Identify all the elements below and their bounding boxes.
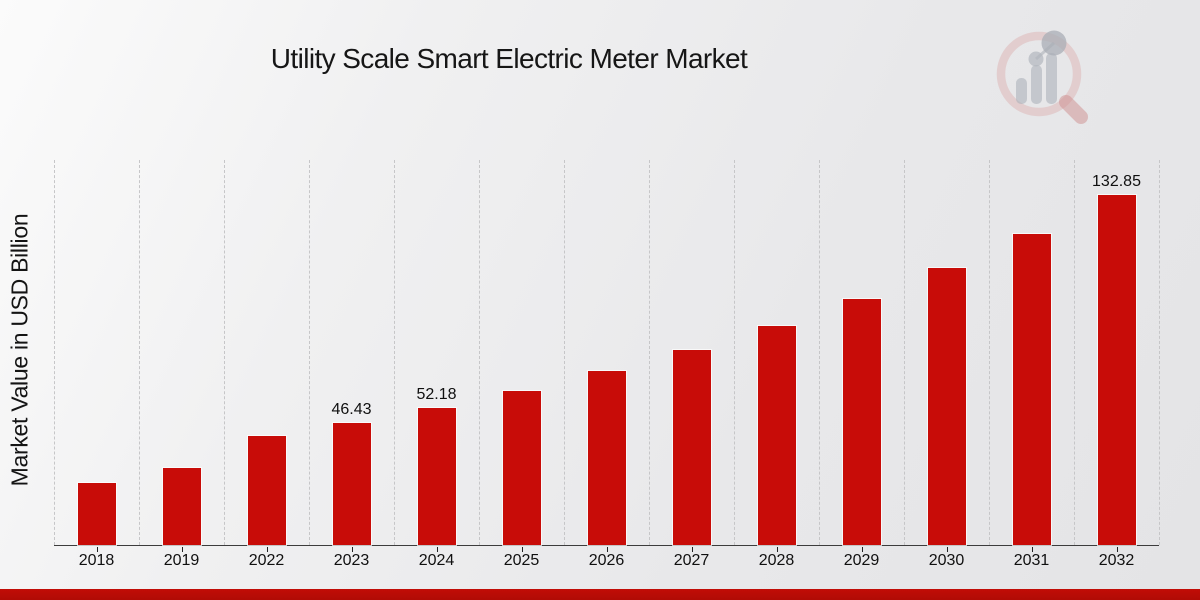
x-axis-label-2029: 2029: [843, 552, 880, 569]
vertical-gridline: [904, 160, 905, 545]
vertical-gridline: [139, 160, 140, 545]
x-axis-tick: [1031, 547, 1033, 552]
vertical-gridline: [479, 160, 480, 545]
vertical-gridline: [1159, 160, 1160, 545]
x-axis-tick: [861, 547, 863, 552]
x-axis-label-2024: 2024: [418, 552, 455, 569]
x-axis-label-2025: 2025: [503, 552, 540, 569]
x-axis-tick: [96, 547, 98, 552]
x-axis-label-2018: 2018: [78, 552, 115, 569]
x-axis-tick: [1116, 547, 1118, 552]
x-axis-tick: [436, 547, 438, 552]
x-axis-label-2026: 2026: [588, 552, 625, 569]
vertical-gridline: [649, 160, 650, 545]
x-axis-label-2022: 2022: [248, 552, 285, 569]
bar-2024: 52.18: [416, 386, 457, 545]
vertical-gridline: [819, 160, 820, 545]
x-axis-tick: [691, 547, 693, 552]
x-axis-tick: [521, 547, 523, 552]
bar-2030: [927, 268, 966, 545]
x-axis-label-2030: 2030: [928, 552, 965, 569]
bar-2025: [502, 391, 541, 545]
vertical-gridline: [394, 160, 395, 545]
bar-value-label: 132.85: [1092, 173, 1141, 190]
bar-2029: [842, 299, 881, 545]
vertical-gridline: [564, 160, 565, 545]
x-axis-tick: [266, 547, 268, 552]
x-axis-tick: [181, 547, 183, 552]
vertical-gridline: [224, 160, 225, 545]
x-axis-tick: [606, 547, 608, 552]
x-axis-label-2032: 2032: [1098, 552, 1135, 569]
bar-value-label: 46.43: [331, 401, 372, 418]
chart-title: Utility Scale Smart Electric Meter Marke…: [270, 43, 748, 74]
bar-2018: [77, 483, 116, 545]
x-axis-tick: [351, 547, 353, 552]
y-axis-label: Market Value in USD Billion: [6, 213, 33, 487]
bar-2031: [1012, 234, 1051, 545]
vertical-gridline: [989, 160, 990, 545]
x-axis-tick: [946, 547, 948, 552]
x-axis-label-2031: 2031: [1013, 552, 1050, 569]
vertical-gridline: [309, 160, 310, 545]
bar-2027: [672, 350, 711, 545]
x-axis-tick: [776, 547, 778, 552]
x-axis-label-2019: 2019: [163, 552, 200, 569]
vertical-gridline: [54, 160, 55, 545]
x-axis-label-2028: 2028: [758, 552, 795, 569]
magnifier-bar-chart-watermark-icon: [996, 30, 1088, 124]
bar-value-label: 52.18: [416, 386, 457, 403]
vertical-gridline: [1074, 160, 1075, 545]
footer-accent-strip: [0, 589, 1200, 600]
x-axis-label-2023: 2023: [333, 552, 370, 569]
bar-2023: 46.43: [331, 401, 372, 545]
bar-2032: 132.85: [1092, 173, 1141, 545]
bar-2019: [162, 468, 201, 545]
bar-2028: [757, 326, 796, 545]
bar-2022: [247, 436, 286, 545]
x-axis-label-2027: 2027: [673, 552, 710, 569]
vertical-gridline: [734, 160, 735, 545]
plot-area: 46.43 52.18 132.85: [54, 160, 1160, 546]
bar-2026: [587, 371, 626, 545]
